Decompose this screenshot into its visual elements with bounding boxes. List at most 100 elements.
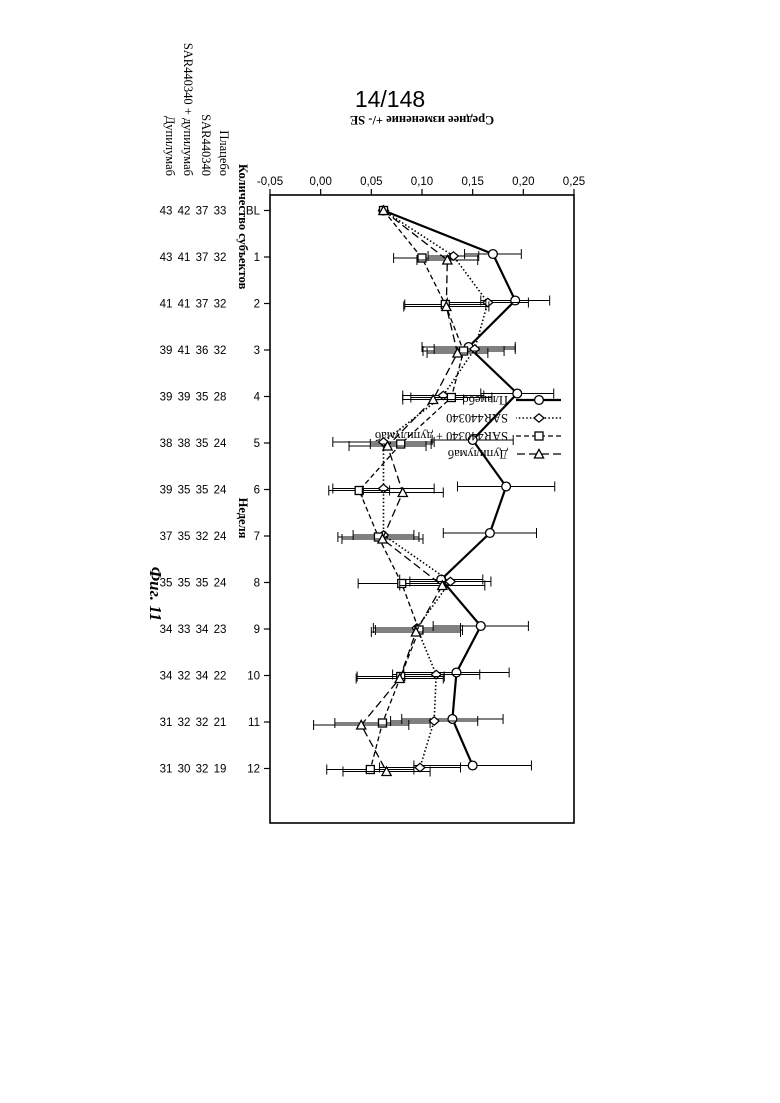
subjects-cell: 32 — [214, 252, 227, 264]
legend-label: SAR440340 + дупилумаб — [375, 429, 508, 443]
subjects-cell: 42 — [178, 206, 191, 218]
x-tick-label: 2 — [254, 299, 260, 311]
subjects-cell: 34 — [160, 671, 173, 683]
subjects-table: Количество субъектов Плацебо 33 32 32 32 28 24 2… — [160, 43, 250, 776]
x-tick-label: 11 — [248, 717, 260, 729]
point-circle — [468, 761, 477, 770]
subjects-row-label: SAR440340 + дупилумаб — [181, 43, 195, 176]
y-tick-label: 0,05 — [360, 176, 382, 188]
subjects-cell: 30 — [178, 764, 191, 776]
subjects-cell: 41 — [178, 252, 191, 264]
point-circle — [485, 529, 494, 538]
x-tick-label: 5 — [254, 438, 260, 450]
subjects-cell: 24 — [214, 438, 227, 450]
subjects-cell: 32 — [196, 531, 209, 543]
subjects-cell: 37 — [196, 206, 209, 218]
subjects-cell: 41 — [160, 299, 173, 311]
y-tick-label: 0,20 — [512, 176, 534, 188]
subjects-title: Количество субъектов — [236, 164, 250, 290]
subjects-row-label: SAR440340 — [199, 114, 213, 176]
subjects-cell: 38 — [160, 438, 173, 450]
figure-caption: Фиг. 11 — [146, 567, 165, 622]
point-square — [447, 394, 455, 402]
x-tick-label: 10 — [247, 671, 260, 683]
x-tick-label: 12 — [247, 764, 260, 776]
point-circle — [476, 622, 485, 631]
subjects-cell: 31 — [160, 764, 173, 776]
legend-label: Плацебо — [462, 393, 508, 407]
subjects-cell: 35 — [178, 485, 191, 497]
x-axis: BL123456789101112 — [246, 206, 270, 776]
subjects-cell: 24 — [214, 578, 227, 590]
subjects-cell: 21 — [214, 717, 227, 729]
point-circle — [502, 482, 511, 491]
x-tick-label: 7 — [254, 531, 260, 543]
x-tick-label: 4 — [254, 392, 261, 404]
legend-label: Дупилумаб — [448, 447, 508, 461]
x-tick-label: 6 — [254, 485, 260, 497]
subjects-cell: 41 — [178, 345, 191, 357]
subjects-cell: 43 — [160, 206, 173, 218]
subjects-cell: 32 — [178, 717, 191, 729]
subjects-cell: 43 — [160, 252, 173, 264]
subjects-cell: 39 — [178, 392, 191, 404]
point-diamond — [431, 670, 441, 678]
subjects-cell: 24 — [214, 485, 227, 497]
x-axis-label: Неделя — [236, 498, 250, 539]
point-circle — [452, 668, 461, 677]
subjects-cell: 33 — [214, 206, 227, 218]
point-circle — [489, 250, 498, 259]
y-tick-label: 0,00 — [309, 176, 331, 188]
point-diamond — [534, 414, 544, 422]
y-axis: -0,050,000,050,100,150,200,25 — [257, 176, 585, 195]
subjects-cell: 32 — [196, 764, 209, 776]
subjects-cell: 28 — [214, 392, 227, 404]
page-number: 14/148 — [0, 86, 780, 113]
subjects-cell: 24 — [214, 531, 227, 543]
y-axis-label: Среднее изменение +/- SE — [350, 113, 494, 127]
subjects-cell: 32 — [196, 717, 209, 729]
point-square — [535, 432, 543, 440]
point-square — [366, 766, 374, 774]
plot-frame — [270, 195, 574, 823]
subjects-cell: 39 — [160, 345, 173, 357]
point-square — [378, 719, 386, 727]
subjects-cell: 34 — [196, 671, 209, 683]
subjects-cell: 35 — [196, 438, 209, 450]
point-circle — [448, 715, 457, 724]
subjects-cell: 35 — [196, 578, 209, 590]
subjects-cell: 23 — [214, 624, 227, 636]
point-square — [398, 580, 406, 588]
point-diamond — [378, 484, 388, 492]
subjects-cell: 41 — [178, 299, 191, 311]
legend-item: Дупилумаб — [448, 447, 561, 461]
subjects-row-label: Дупилумаб — [163, 116, 177, 176]
subjects-cell: 35 — [178, 531, 191, 543]
subjects-cell: 32 — [214, 345, 227, 357]
subjects-cell: 35 — [196, 485, 209, 497]
subjects-cell: 37 — [196, 252, 209, 264]
point-diamond — [483, 298, 493, 306]
y-tick-label: 0,15 — [461, 176, 483, 188]
legend-item: SAR440340 + дупилумаб — [375, 429, 561, 443]
subjects-cell: 35 — [178, 578, 191, 590]
point-diamond — [429, 717, 439, 725]
y-tick-label: 0,25 — [563, 176, 585, 188]
subjects-cell: 38 — [178, 438, 191, 450]
legend-label: SAR440340 — [446, 411, 508, 425]
subjects-cell: 34 — [196, 624, 209, 636]
subjects-cell: 37 — [160, 531, 173, 543]
subjects-cell: 32 — [178, 671, 191, 683]
subjects-row-label: Плацебо — [217, 130, 231, 176]
chart-svg: -0,050,000,050,100,150,200,25 BL12345678… — [142, 164, 612, 824]
subjects-cell: 39 — [160, 392, 173, 404]
subjects-cell: 33 — [178, 624, 191, 636]
point-circle — [513, 389, 522, 398]
series-3 — [327, 207, 504, 775]
subjects-cell: 36 — [196, 345, 209, 357]
subjects-cell: 19 — [214, 764, 227, 776]
subjects-cell: 37 — [196, 299, 209, 311]
point-circle — [511, 296, 520, 305]
legend-item: SAR440340 — [446, 411, 561, 425]
x-tick-label: 8 — [254, 578, 260, 590]
